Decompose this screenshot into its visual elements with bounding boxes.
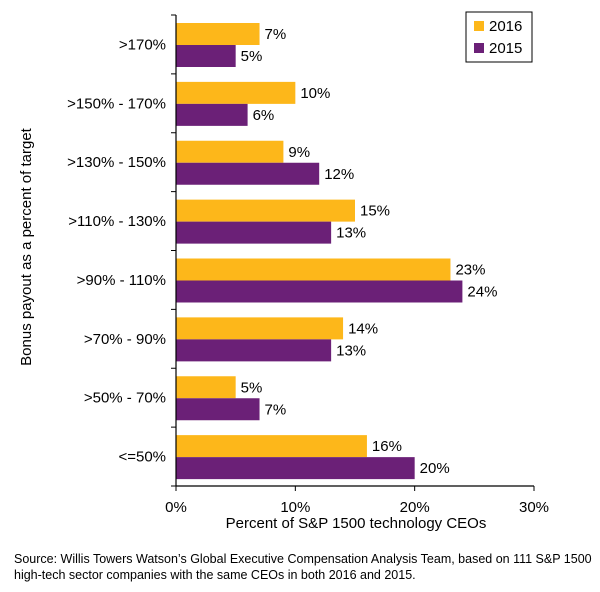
x-tick-label: 20% [400,499,430,516]
legend-label-2015: 2015 [489,40,522,57]
data-label: 7% [265,401,287,418]
y-tick-label: >50% - 70% [84,390,166,407]
bar-2015 [176,103,248,126]
data-label: 16% [372,438,402,455]
bar-2016 [176,258,451,281]
bars-layer [176,23,463,480]
bar-2016 [176,23,260,45]
x-tick-label: 0% [165,499,187,516]
bar-2015 [176,162,320,185]
legend-label-2016: 2016 [489,18,522,35]
data-label: 9% [288,144,310,161]
bonus-payout-bar-chart: 7%5%10%6%9%12%15%13%23%24%14%13%5%7%16%2… [18,11,549,532]
bar-2016 [176,199,355,222]
data-label: 23% [455,262,485,279]
data-label: 5% [241,48,263,65]
bar-2015 [176,339,332,362]
legend-swatch-2015 [474,43,484,53]
y-tick-label: >110% - 130% [68,213,166,230]
bar-2015 [176,45,236,67]
data-label: 10% [300,85,330,102]
x-axis-title: Percent of S&P 1500 technology CEOs [226,515,487,532]
bar-2015 [176,398,260,421]
data-label: 5% [241,379,263,396]
legend-swatch-2016 [474,21,484,31]
legend: 2016 2015 [465,11,533,63]
y-tick-label: >70% - 90% [84,331,166,348]
y-tick-label: >130% - 150% [67,154,166,171]
data-label: 6% [253,107,275,124]
y-tick-label: >150% - 170% [67,95,166,112]
y-tick-label: >170% [119,36,166,53]
y-tick-label: >90% - 110% [77,272,166,289]
axes-layer: >170% >150% - 170% >130% - 150% >110% - 130… [67,14,549,516]
data-label: 15% [360,203,390,220]
bar-2016 [176,317,344,340]
bar-2015 [176,280,463,303]
y-tick-label: <=50% [118,449,166,466]
data-label: 7% [265,26,287,43]
source-note: Source: Willis Towers Watson’s Global Ex… [14,552,592,582]
legend-box [465,11,533,63]
data-label: 12% [324,166,354,183]
data-label: 13% [336,225,366,242]
y-axis-title: Bonus payout as a percent of target [18,127,35,365]
bar-2016 [176,81,296,104]
bar-2016 [176,435,367,458]
bar-2015 [176,221,332,244]
data-label: 14% [348,320,378,337]
data-labels-layer: 7%5%10%6%9%12%15%13%23%24%14%13%5%7%16%2… [241,26,498,477]
data-label: 24% [467,284,497,301]
bar-2016 [176,376,236,399]
bar-2016 [176,140,284,163]
bar-2015 [176,457,415,480]
x-tick-label: 30% [519,499,549,516]
data-label: 13% [336,342,366,359]
x-tick-label: 10% [280,499,310,516]
data-label: 20% [420,460,450,477]
